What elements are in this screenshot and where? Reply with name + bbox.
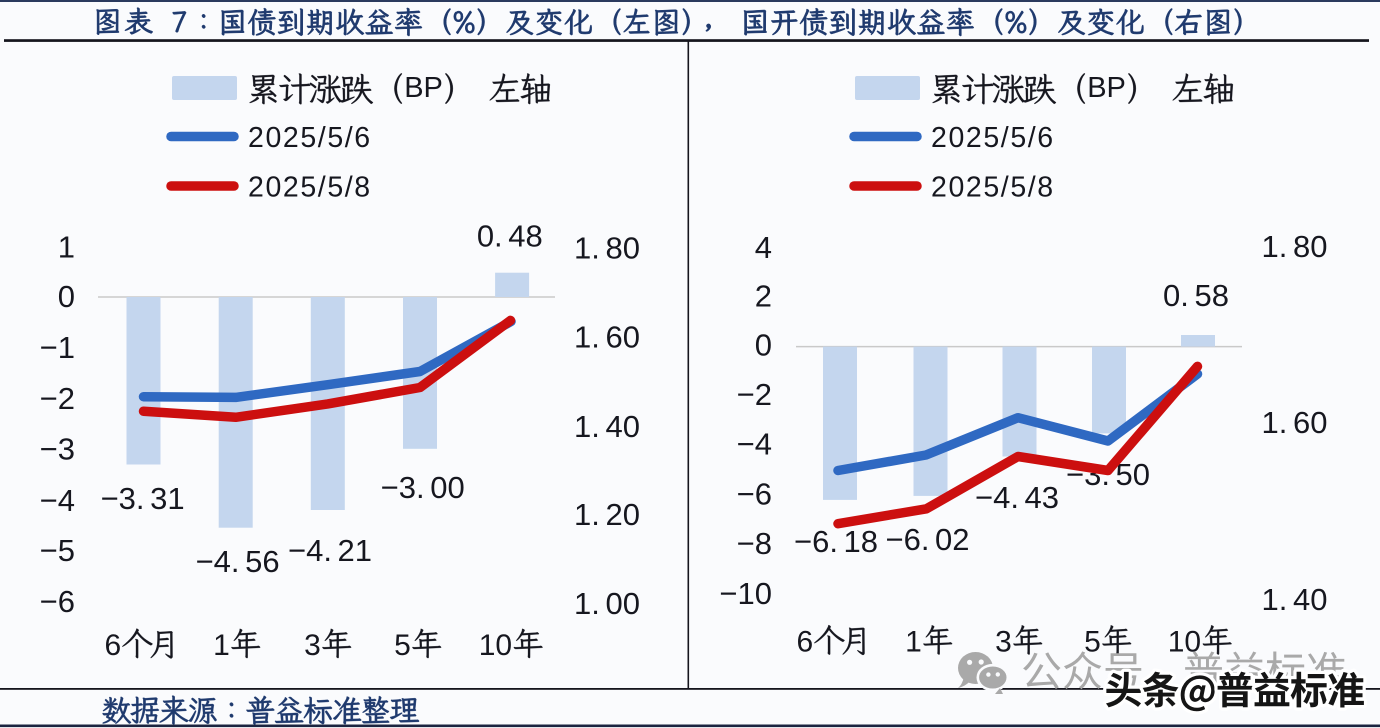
svg-text:−6: −6 — [737, 476, 772, 511]
svg-text:−3. 00: −3. 00 — [381, 470, 465, 505]
svg-text:5: 5 — [394, 629, 411, 662]
svg-text:6: 6 — [797, 626, 814, 659]
svg-text:1. 40: 1. 40 — [1262, 582, 1328, 617]
svg-text:10: 10 — [479, 629, 512, 662]
svg-text:2: 2 — [755, 278, 772, 313]
svg-text:0. 48: 0. 48 — [477, 218, 543, 253]
svg-text:1. 20: 1. 20 — [574, 497, 640, 532]
svg-text:−4. 56: −4. 56 — [196, 544, 280, 579]
svg-text:1: 1 — [213, 629, 230, 662]
svg-text:2025/5/8: 2025/5/8 — [931, 172, 1055, 204]
svg-text:BP: BP — [1087, 72, 1126, 104]
svg-text:2025/5/8: 2025/5/8 — [248, 172, 372, 204]
svg-text:0: 0 — [755, 327, 772, 362]
svg-text:1. 60: 1. 60 — [574, 319, 640, 354]
svg-text:1. 80: 1. 80 — [574, 231, 640, 266]
svg-text:1: 1 — [905, 626, 922, 659]
svg-text:4: 4 — [755, 230, 772, 265]
svg-text:3: 3 — [304, 629, 321, 662]
svg-text:−6. 02: −6. 02 — [885, 522, 969, 557]
svg-text:BP: BP — [404, 72, 443, 104]
svg-text:−4. 43: −4. 43 — [975, 480, 1059, 515]
svg-text:−2: −2 — [737, 377, 772, 412]
svg-text:1. 60: 1. 60 — [1262, 405, 1328, 440]
svg-text:1: 1 — [58, 230, 75, 265]
svg-text:2025/5/6: 2025/5/6 — [248, 122, 372, 154]
svg-text:2025/5/6: 2025/5/6 — [931, 122, 1055, 154]
svg-text:3: 3 — [995, 626, 1012, 659]
svg-text:−10: −10 — [719, 576, 772, 611]
svg-text:5: 5 — [1084, 626, 1101, 659]
svg-text:6: 6 — [105, 629, 122, 662]
svg-text:−5: −5 — [40, 533, 75, 568]
svg-text:−2: −2 — [40, 381, 75, 416]
svg-text:1. 00: 1. 00 — [574, 586, 640, 621]
svg-text:1. 80: 1. 80 — [1262, 229, 1328, 264]
svg-text:−4: −4 — [737, 427, 772, 462]
svg-text:−8: −8 — [737, 526, 772, 561]
svg-text:−6: −6 — [40, 584, 75, 619]
svg-text:−6. 18: −6. 18 — [794, 524, 878, 559]
svg-text:−3: −3 — [40, 431, 75, 466]
svg-text:−1: −1 — [40, 330, 75, 365]
svg-text:0. 58: 0. 58 — [1163, 278, 1229, 313]
svg-text:−4: −4 — [40, 483, 75, 518]
svg-text:1. 40: 1. 40 — [574, 409, 640, 444]
svg-text:0: 0 — [58, 279, 75, 314]
svg-text:−4. 21: −4. 21 — [288, 533, 372, 568]
svg-text:−3. 31: −3. 31 — [101, 481, 185, 516]
